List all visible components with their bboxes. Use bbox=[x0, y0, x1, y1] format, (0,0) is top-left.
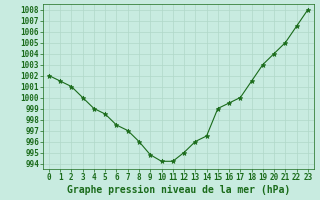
X-axis label: Graphe pression niveau de la mer (hPa): Graphe pression niveau de la mer (hPa) bbox=[67, 185, 290, 195]
